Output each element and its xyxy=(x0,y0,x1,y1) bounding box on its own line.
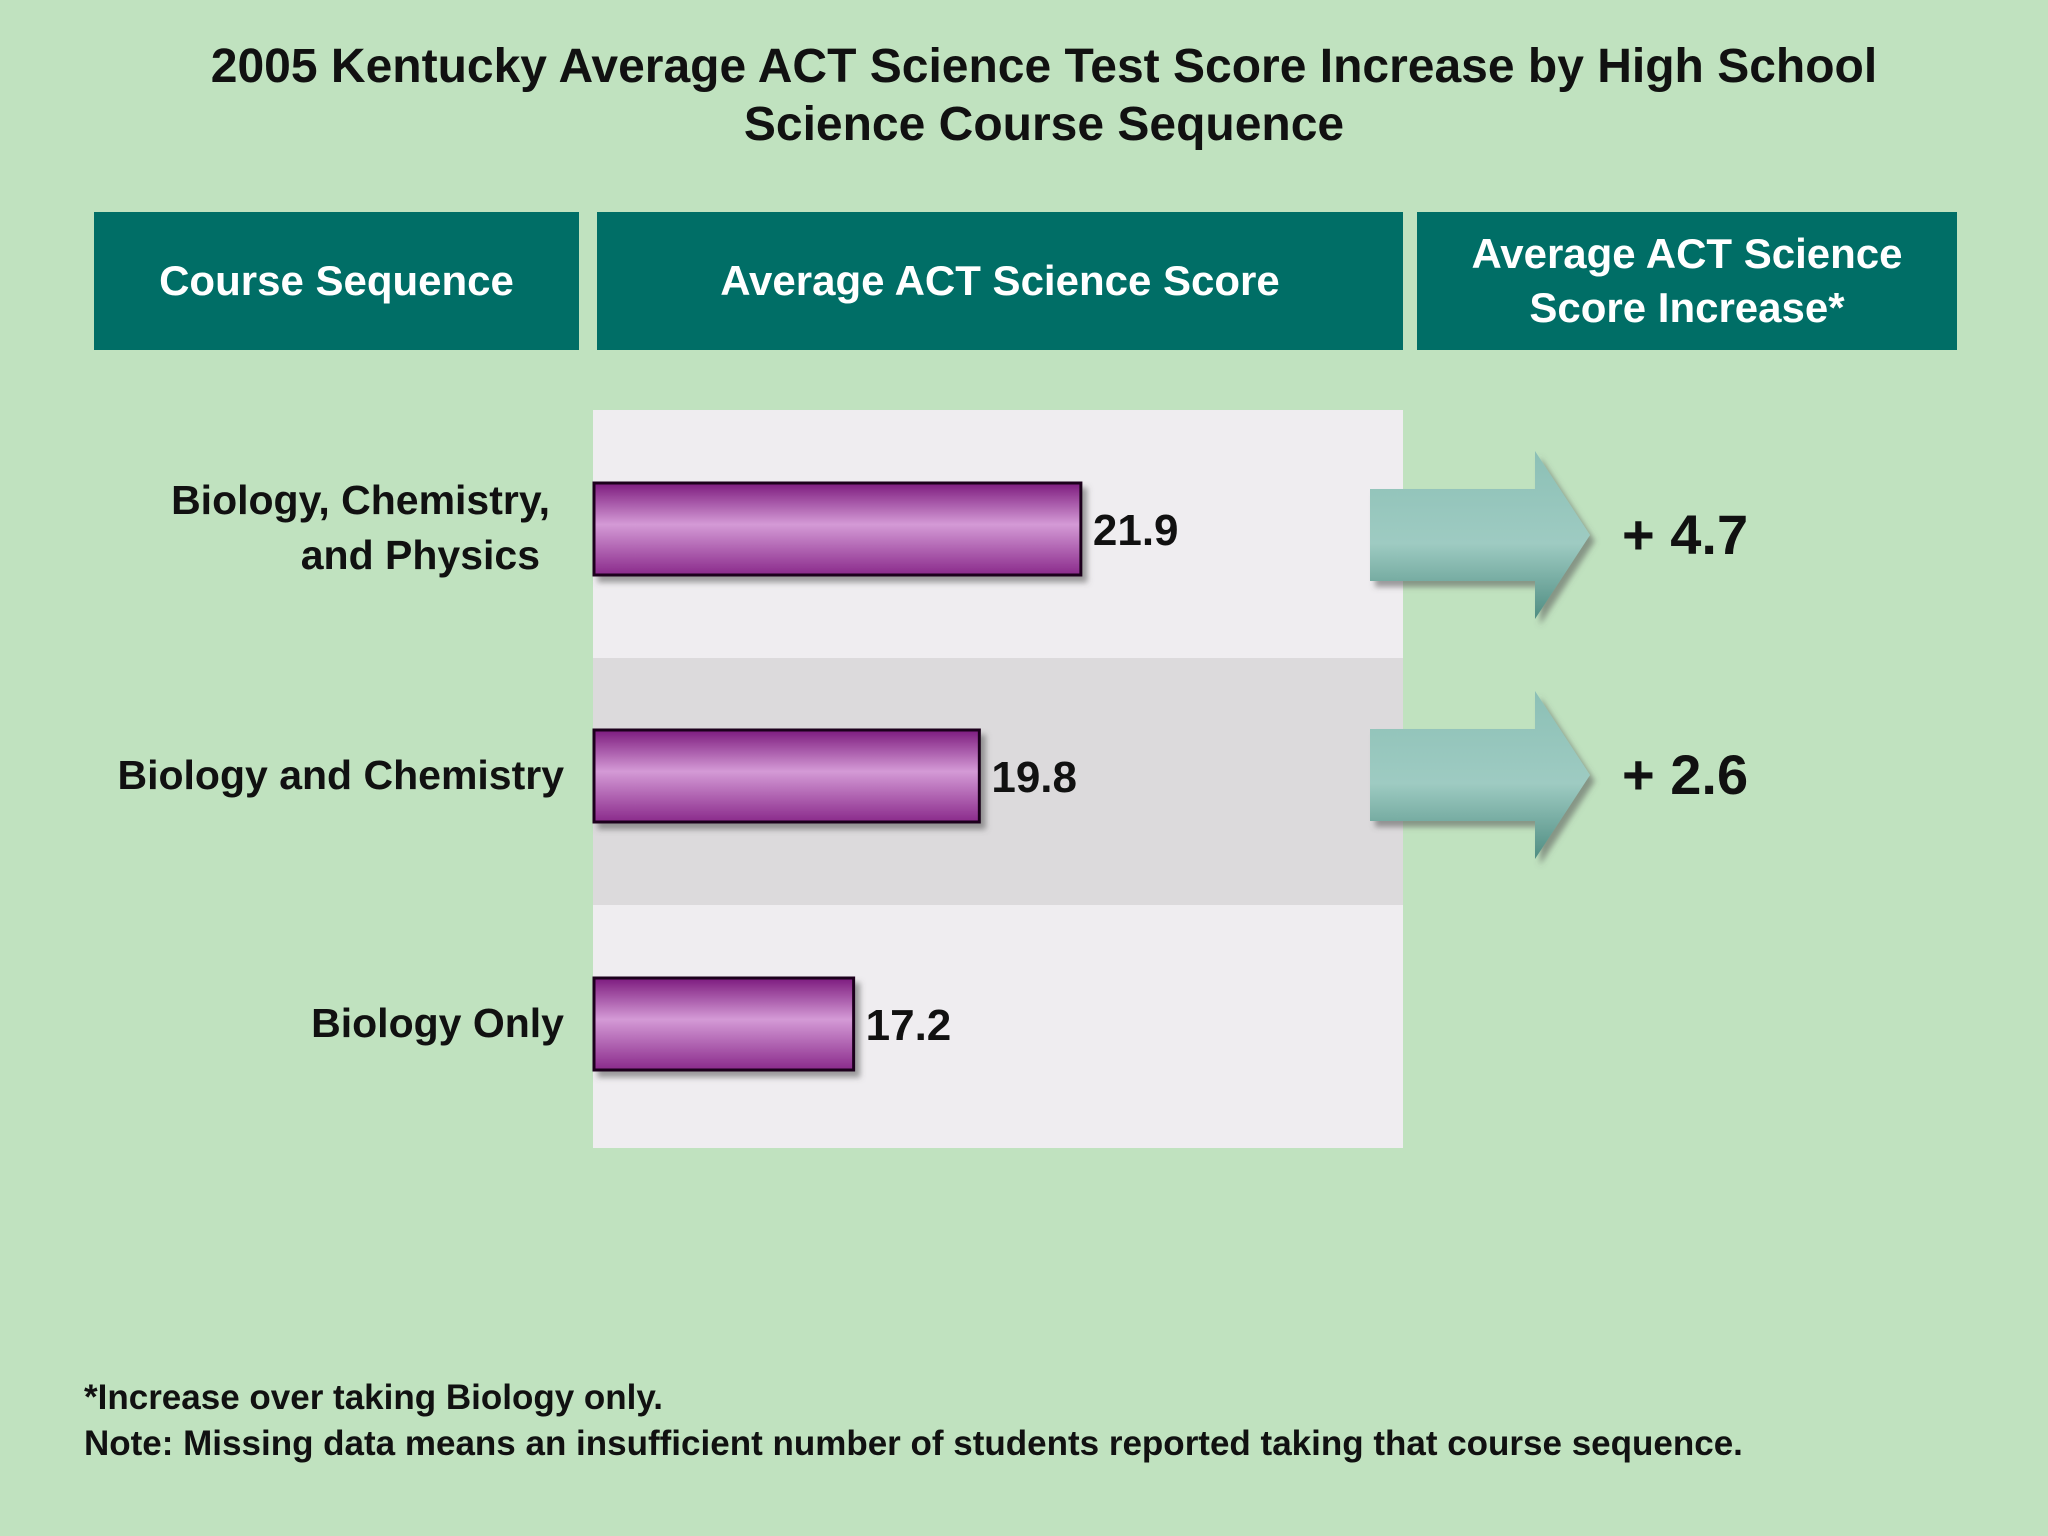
header-score-increase: Average ACT Science Score Increase* xyxy=(1417,212,1957,350)
increase-arrow xyxy=(1370,691,1590,859)
chart-title-line2: Science Course Sequence xyxy=(743,98,1345,151)
increase-value-label: + 2.6 xyxy=(1622,743,1748,806)
header-average-score-label: Average ACT Science Score xyxy=(720,257,1280,304)
bar xyxy=(592,976,856,1072)
bar xyxy=(592,728,981,824)
row-label-bio-chem: Biology and Chemistry xyxy=(60,748,564,803)
increase-value-label: + 4.7 xyxy=(1622,503,1748,566)
header-average-score: Average ACT Science Score xyxy=(597,212,1403,350)
header-course-sequence: Course Sequence xyxy=(94,212,579,350)
bar-value-label: 17.2 xyxy=(866,1001,952,1050)
increase-arrow xyxy=(1370,451,1590,619)
row-label-bio-chem-phys-line1: Biology, Chemistry, xyxy=(171,477,550,523)
bar-value-label: 21.9 xyxy=(1093,506,1179,555)
header-score-increase-line1: Average ACT Science xyxy=(1471,230,1903,277)
header-course-sequence-label: Course Sequence xyxy=(159,257,514,304)
row-label-bio-chem-phys-line2: and Physics xyxy=(300,532,540,578)
chart-title: 2005 Kentucky Average ACT Science Test S… xyxy=(0,38,2048,154)
bar xyxy=(592,481,1083,577)
header-score-increase-line2: Score Increase* xyxy=(1529,284,1845,331)
arrows-group: + 4.7 + 2.6 xyxy=(1370,451,1748,859)
chart-title-line1: 2005 Kentucky Average ACT Science Test S… xyxy=(210,40,1878,93)
row-label-bio-only-line1: Biology Only xyxy=(311,1000,564,1046)
row-label-bio-only: Biology Only xyxy=(60,996,564,1051)
footnote-increase: *Increase over taking Biology only. xyxy=(84,1378,663,1417)
bars-group: 21.9 19.8 17.2 xyxy=(592,481,1179,1072)
bar-value-label: 19.8 xyxy=(991,753,1077,802)
row-label-bio-chem-phys: Biology, Chemistry, and Physics xyxy=(100,473,550,583)
footnote-note: Note: Missing data means an insufficient… xyxy=(84,1424,1743,1463)
plot-panels xyxy=(593,410,1403,1148)
row-label-bio-chem-line1: Biology and Chemistry xyxy=(117,752,564,798)
